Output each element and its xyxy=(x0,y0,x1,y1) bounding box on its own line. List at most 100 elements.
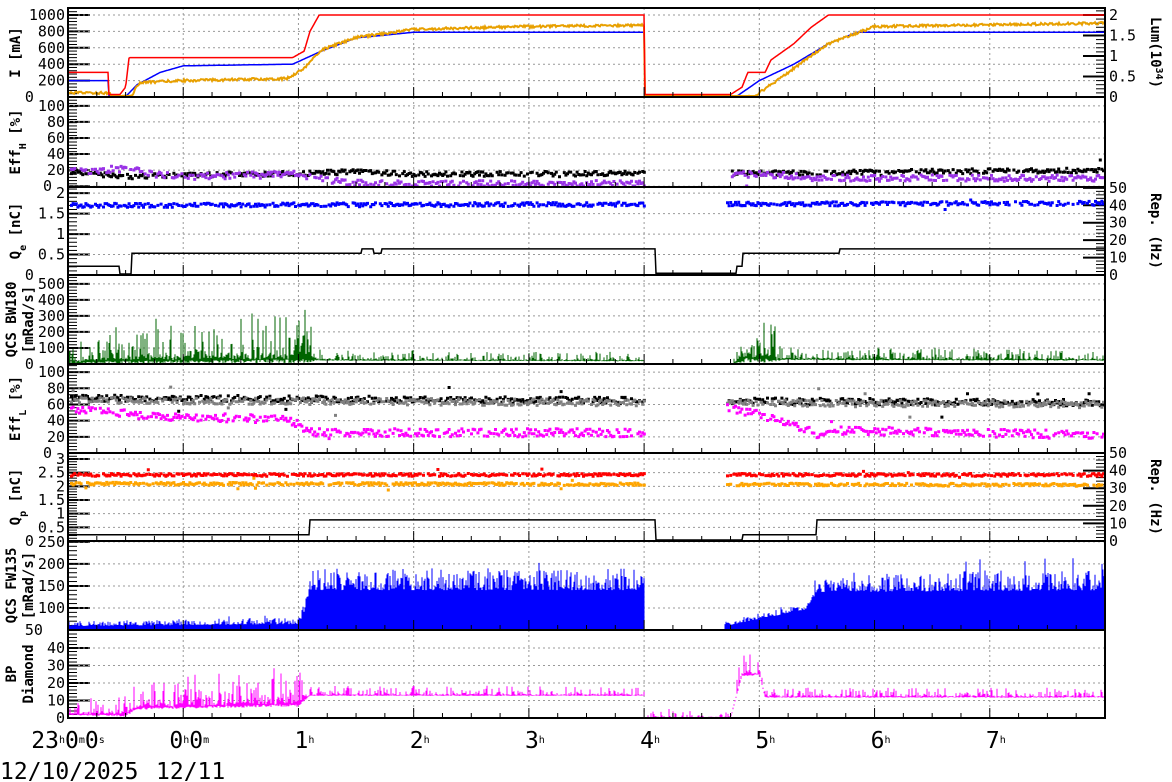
y-tick-label: 0 xyxy=(43,177,52,195)
y-tick-label: 60 xyxy=(47,395,65,413)
y-tick-label: 3 xyxy=(56,450,65,468)
y-tick-label: 40 xyxy=(47,412,65,430)
y-tick-label: 40 xyxy=(47,145,65,163)
y-tick-label: 0 xyxy=(43,444,52,462)
series-line-rep-rate xyxy=(68,248,1105,275)
y-tick-label: 80 xyxy=(47,379,65,397)
x-tick-label: 0h0m xyxy=(169,728,209,754)
right-tick-label: 0 xyxy=(1109,266,1118,284)
series-points-effl-gray xyxy=(70,385,1105,419)
y-tick-label: 10 xyxy=(47,692,65,710)
y-tick-label: 100 xyxy=(38,339,65,357)
date-label: 12/10/2025 xyxy=(0,759,138,782)
y-tick-label: 0.5 xyxy=(38,518,65,536)
y-tick-label: 150 xyxy=(38,577,65,595)
panel-frame xyxy=(67,363,1106,454)
right-tick-label: 40 xyxy=(1109,462,1127,480)
y-tick-label: 100 xyxy=(38,363,65,381)
y-tick-label: 300 xyxy=(38,307,65,325)
series-band-qcs-fw135 xyxy=(68,558,1105,629)
y-tick-label: 600 xyxy=(38,39,65,57)
panel-frame xyxy=(67,186,1106,276)
x-tick-label: 6h xyxy=(871,728,891,754)
y-axis-label-line2: [mRad/s] xyxy=(21,552,37,619)
y-tick-label: 400 xyxy=(38,55,65,73)
right-tick-label: 30 xyxy=(1109,214,1127,232)
y-tick-label: 200 xyxy=(38,555,65,573)
y-tick-label: 1.5 xyxy=(38,205,65,223)
y-tick-label: 2 xyxy=(56,184,65,202)
y-axis-label: I [mA] xyxy=(8,27,24,78)
right-tick-label: 0 xyxy=(1109,88,1118,106)
right-tick-label: 20 xyxy=(1109,497,1127,515)
y-tick-label: 80 xyxy=(47,113,65,131)
right-tick-label: 10 xyxy=(1109,249,1127,267)
right-tick-label: 10 xyxy=(1109,514,1127,532)
y-tick-label: 200 xyxy=(38,323,65,341)
panel-frame xyxy=(67,274,1106,365)
series-line-rep-rate xyxy=(68,519,1105,541)
y-axis-label: QCS FW135 xyxy=(4,548,20,624)
series-points-effl-magenta xyxy=(70,403,1105,441)
panel-frame xyxy=(67,7,1106,98)
series-points-qp-orange xyxy=(70,476,1104,492)
series-line-i-ler xyxy=(68,14,1105,96)
y-tick-label: 1 xyxy=(56,225,65,243)
right-axis-label: Rep. (Hz) xyxy=(1147,459,1163,535)
y-tick-label: 50 xyxy=(25,621,43,639)
right-tick-label: 50 xyxy=(1109,179,1127,197)
x-tick-label: 7h xyxy=(986,728,1006,754)
y-tick-label: 1000 xyxy=(29,6,65,24)
y-tick-label: 20 xyxy=(47,161,65,179)
y-axis-label: EffL [%] xyxy=(8,376,29,441)
y-tick-label: 0 xyxy=(25,532,34,550)
right-tick-label: 1 xyxy=(1109,47,1118,65)
series-points-effh-purple xyxy=(70,164,1105,188)
series-points-qe xyxy=(70,198,1105,211)
y-axis-label: QCS BW180 xyxy=(4,282,20,358)
right-tick-label: 30 xyxy=(1109,479,1127,497)
x-tick-label: 3h xyxy=(525,728,545,754)
series-points-effh-black xyxy=(70,158,1105,181)
y-tick-label: 1 xyxy=(56,505,65,523)
y-tick-label: 800 xyxy=(38,22,65,40)
y-axis-label: Qe [nC] xyxy=(8,203,29,260)
y-tick-label: 500 xyxy=(38,275,65,293)
panel-7: 50 100 150 200 250 QCS FW135 [mRad/s] xyxy=(4,533,1106,639)
y-axis-label-line2: Diamond xyxy=(21,644,37,703)
y-axis-label-line2: [mRad/s] xyxy=(21,286,37,353)
y-tick-label: 1.5 xyxy=(38,491,65,509)
x-tick-label: 1h xyxy=(294,728,314,754)
x-tick-label: 23h0m0s xyxy=(31,728,105,754)
y-tick-label: 2 xyxy=(56,477,65,495)
y-tick-label: 200 xyxy=(38,72,65,90)
y-tick-label: 30 xyxy=(47,657,65,675)
series-line-i-her xyxy=(68,31,1105,97)
panel-frame xyxy=(67,629,1106,719)
date-label: 12/11 xyxy=(156,759,225,782)
y-tick-label: 0 xyxy=(25,266,34,284)
series-spikes-bp-diamond xyxy=(68,654,1105,717)
y-tick-label: 2.5 xyxy=(38,464,65,482)
y-tick-label: 400 xyxy=(38,291,65,309)
y-tick-label: 20 xyxy=(47,674,65,692)
right-tick-label: 40 xyxy=(1109,196,1127,214)
y-tick-label: 20 xyxy=(47,428,65,446)
y-tick-label: 100 xyxy=(38,97,65,115)
right-tick-label: 0.5 xyxy=(1109,67,1136,85)
y-axis-label: Qp [nC] xyxy=(8,469,29,526)
y-tick-label: 40 xyxy=(47,639,65,657)
x-tick-label: 2h xyxy=(410,728,430,754)
series-line-luminosity xyxy=(67,20,1106,98)
right-tick-label: 0 xyxy=(1109,532,1118,550)
y-tick-label: 0 xyxy=(25,355,34,373)
right-tick-label: 20 xyxy=(1109,231,1127,249)
